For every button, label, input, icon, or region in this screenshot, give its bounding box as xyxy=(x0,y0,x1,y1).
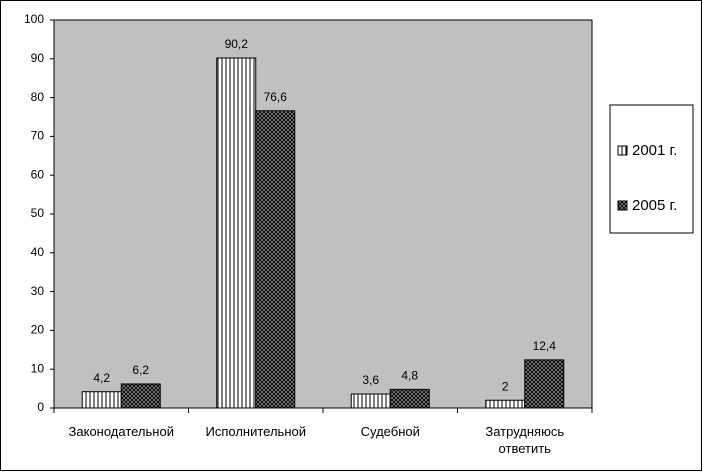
legend-box xyxy=(609,104,694,234)
y-tick-label: 10 xyxy=(31,361,45,375)
data-label: 3,6 xyxy=(362,373,379,387)
data-label: 2 xyxy=(502,379,509,393)
x-tick-label: Затрудняюсь ответить xyxy=(485,424,565,456)
legend-swatch xyxy=(617,145,628,156)
y-tick-label: 20 xyxy=(31,323,45,337)
y-tick-label: 60 xyxy=(31,167,45,181)
data-label: 12,4 xyxy=(533,339,557,353)
y-tick-label: 40 xyxy=(31,245,45,259)
data-label: 76,6 xyxy=(264,90,288,104)
y-tick-label: 100 xyxy=(24,12,44,26)
bar xyxy=(81,391,122,409)
bar xyxy=(524,359,565,409)
bar xyxy=(485,399,526,409)
y-tick-label: 30 xyxy=(31,284,45,298)
bar xyxy=(389,388,430,409)
x-tick-label: Законодательной xyxy=(68,424,174,439)
bar xyxy=(255,110,296,409)
y-tick-label: 50 xyxy=(31,206,45,220)
data-label: 6,2 xyxy=(132,363,149,377)
x-tick-label: Исполнительной xyxy=(205,424,307,439)
plot-area xyxy=(53,19,593,409)
bar xyxy=(120,383,161,409)
legend-label: 2005 г. xyxy=(632,197,677,214)
data-label: 4,8 xyxy=(401,369,418,383)
y-tick-label: 0 xyxy=(37,400,44,414)
legend-swatch xyxy=(617,200,628,211)
bar xyxy=(350,393,391,409)
legend-label: 2001 г. xyxy=(632,142,677,159)
data-label: 4,2 xyxy=(93,371,110,385)
x-tick-label: Судебной xyxy=(360,424,420,439)
y-tick-label: 90 xyxy=(31,51,45,65)
data-label: 90,2 xyxy=(225,37,249,51)
y-tick-label: 70 xyxy=(31,129,45,143)
bar xyxy=(216,57,257,409)
y-tick-label: 80 xyxy=(31,90,45,104)
